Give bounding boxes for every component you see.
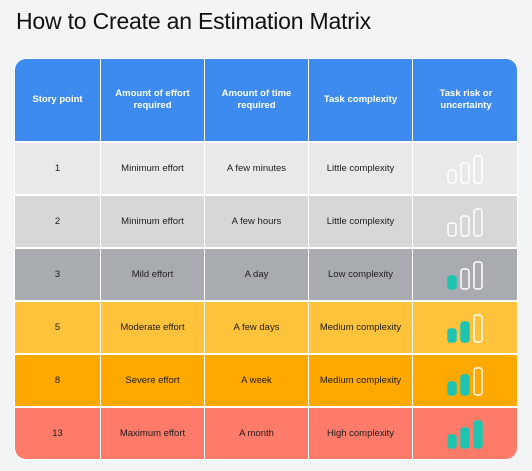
risk-gauge-icon [447,154,483,184]
risk-bar [460,320,470,343]
risk-bar [460,373,470,396]
risk-bar [460,426,470,449]
complexity-cell: Little complexity [309,143,413,194]
risk-cell [413,196,517,247]
estimation-matrix-table: Story point Amount of effort required Am… [14,58,518,460]
risk-bar [447,221,457,237]
risk-bar [473,419,483,449]
risk-cell [413,143,517,194]
effort-cell: Moderate effort [101,302,205,353]
risk-gauge-icon [447,419,483,449]
story-point-cell: 8 [15,355,101,406]
table-row: 8 Severe effort A week Medium complexity [15,355,517,406]
risk-gauge-icon [447,207,483,237]
table-row: 1 Minimum effort A few minutes Little co… [15,143,517,194]
complexity-cell: Medium complexity [309,355,413,406]
complexity-cell: High complexity [309,408,413,459]
header-risk: Task risk or uncertainty [439,88,493,111]
effort-cell: Mild effort [101,249,205,300]
risk-bar [447,274,457,290]
risk-cell [413,302,517,353]
risk-bar [473,154,483,184]
risk-gauge-icon [447,313,483,343]
effort-cell: Minimum effort [101,143,205,194]
table-row: 3 Mild effort A day Low complexity [15,249,517,300]
risk-bar [473,260,483,290]
time-cell: A few hours [205,196,309,247]
header-story-point: Story point [15,59,101,141]
risk-gauge-icon [447,260,483,290]
risk-bar [473,207,483,237]
risk-bar [460,267,470,290]
time-cell: A month [205,408,309,459]
complexity-cell: Little complexity [309,196,413,247]
table-header-row: Story point Amount of effort required Am… [15,59,517,141]
time-cell: A day [205,249,309,300]
risk-bar [447,327,457,343]
time-cell: A few days [205,302,309,353]
time-cell: A few minutes [205,143,309,194]
table-row: 2 Minimum effort A few hours Little comp… [15,196,517,247]
risk-bar [447,168,457,184]
risk-cell [413,355,517,406]
time-cell: A week [205,355,309,406]
risk-bar [460,214,470,237]
risk-cell [413,249,517,300]
story-point-cell: 1 [15,143,101,194]
effort-cell: Severe effort [101,355,205,406]
effort-cell: Minimum effort [101,196,205,247]
story-point-cell: 3 [15,249,101,300]
story-point-cell: 13 [15,408,101,459]
table-row: 13 Maximum effort A month High complexit… [15,408,517,459]
effort-cell: Maximum effort [101,408,205,459]
risk-gauge-icon [447,366,483,396]
header-effort: Amount of effort required [101,59,205,141]
table-row: 5 Moderate effort A few days Medium comp… [15,302,517,353]
header-time: Amount of time required [205,59,309,141]
risk-bar [460,161,470,184]
story-point-cell: 2 [15,196,101,247]
complexity-cell: Low complexity [309,249,413,300]
risk-bar [447,433,457,449]
risk-cell [413,408,517,459]
complexity-cell: Medium complexity [309,302,413,353]
risk-bar [447,380,457,396]
risk-bar [473,313,483,343]
risk-bar [473,366,483,396]
page-title: How to Create an Estimation Matrix [16,8,371,34]
story-point-cell: 5 [15,302,101,353]
header-complexity: Task complexity [309,59,413,141]
